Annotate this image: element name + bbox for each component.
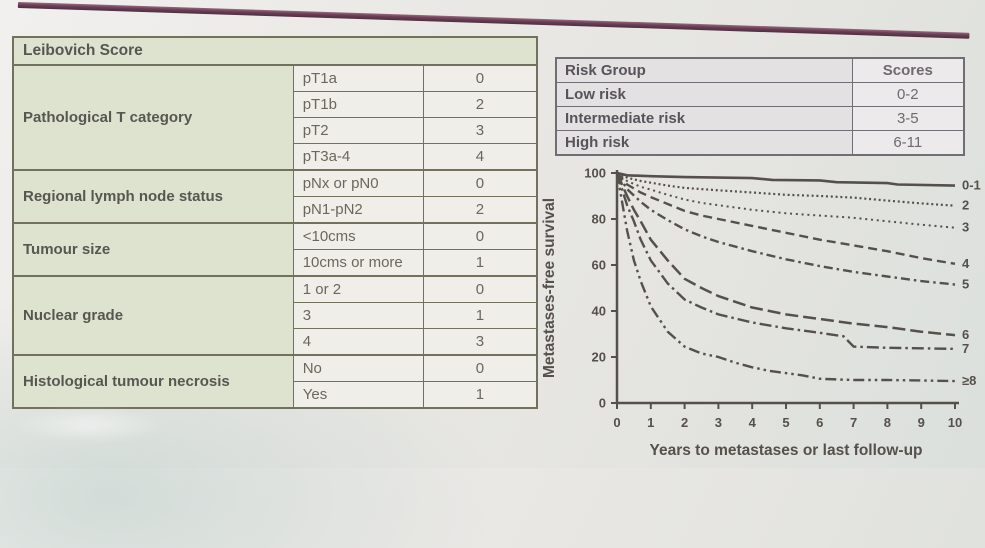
- x-tick-label: 2: [681, 415, 688, 430]
- value-cell: Yes: [292, 381, 424, 409]
- leibovich-header-row: Leibovich Score: [12, 36, 538, 66]
- risk-score-cell: 6-11: [851, 130, 965, 156]
- table-row: Intermediate risk 3-5: [555, 106, 965, 131]
- survival-curve-7: [615, 172, 956, 351]
- risk-label-cell: Intermediate risk: [555, 106, 853, 131]
- table-row: pT2 3: [13, 117, 538, 144]
- y-axis-title: Metastases-free survival: [541, 198, 558, 378]
- value-cell: pT1a: [292, 64, 424, 92]
- category-cell: Regional lymph node status: [12, 169, 294, 224]
- value-cell: No: [292, 354, 424, 382]
- risk-label-cell: High risk: [555, 130, 853, 156]
- curve-label-0-1: 0-1: [962, 178, 981, 193]
- value-cell: 1 or 2: [292, 275, 424, 303]
- y-tick-label: 80: [592, 212, 606, 227]
- table-row: pT3a-4 4: [13, 143, 538, 171]
- table-row: Pathological T category pT1a 0: [12, 64, 538, 171]
- table-row: Tumour size <10cms 0: [12, 222, 538, 277]
- risk-label-cell: Low risk: [555, 82, 853, 107]
- value-cell: pT3a-4: [292, 143, 424, 171]
- risk-header-row: Risk Group Scores: [555, 57, 965, 83]
- curve-label-5: 5: [962, 277, 969, 292]
- category-cell: Tumour size: [12, 222, 294, 277]
- x-tick-label: 9: [918, 415, 925, 430]
- score-cell: 0: [422, 169, 538, 197]
- value-cell: pNx or pN0: [292, 169, 424, 197]
- table-row: High risk 6-11: [555, 130, 965, 156]
- value-cell: pN1-pN2: [292, 196, 424, 224]
- score-cell: 3: [422, 117, 538, 144]
- x-tick-label: 10: [948, 415, 962, 430]
- risk-group-header: Risk Group: [555, 57, 853, 83]
- score-cell: 4: [422, 143, 538, 171]
- y-tick-label: 60: [592, 258, 606, 273]
- score-cell: 2: [422, 196, 538, 224]
- value-cell: 3: [292, 302, 424, 329]
- risk-score-cell: 0-2: [851, 82, 965, 107]
- curve-label-2: 2: [962, 198, 969, 213]
- score-cell: 3: [422, 328, 538, 356]
- projector-glare: [14, 408, 164, 442]
- x-axis-title: Years to metastases or last follow-up: [649, 442, 922, 459]
- table-row: pT1b 2: [13, 91, 538, 118]
- survival-curve-0-1: [616, 171, 956, 187]
- metastases-survival-chart: 0 20 40 60 80 100 0 1 2 3 4 5 6 7 8 9 10 Years to metasta…: [540, 163, 985, 467]
- curve-label-3: 3: [962, 220, 969, 235]
- leibovich-score-table: Leibovich Score Pathological T category pT…: [12, 36, 538, 409]
- y-tick-label: 100: [584, 166, 606, 181]
- value-cell: pT1b: [292, 91, 424, 118]
- table-row: Histological tumour necrosis No 0: [12, 354, 538, 409]
- x-tick-label: 3: [715, 415, 722, 430]
- score-cell: 1: [422, 381, 538, 409]
- category-cell: Nuclear grade: [12, 275, 294, 356]
- category-cell: Pathological T category: [12, 64, 294, 171]
- slide-accent-bar: [17, 2, 970, 39]
- x-tick-label: 1: [647, 415, 654, 430]
- x-tick-label: 4: [749, 415, 757, 430]
- y-tick-label: 0: [599, 396, 606, 411]
- score-cell: 0: [422, 64, 538, 92]
- y-tick-label: 40: [592, 304, 606, 319]
- score-cell: 1: [422, 302, 538, 329]
- value-cell: pT2: [292, 117, 424, 144]
- risk-score-cell: 3-5: [851, 106, 965, 131]
- x-tick-label: 8: [884, 415, 891, 430]
- table-row: 10cms or more 1: [13, 249, 538, 277]
- x-tick-label: 0: [613, 415, 620, 430]
- x-tick-label: 6: [816, 415, 823, 430]
- category-cell: Histological tumour necrosis: [12, 354, 294, 409]
- score-cell: 0: [422, 222, 538, 250]
- value-cell: 10cms or more: [292, 249, 424, 277]
- table-row: pN1-pN2 2: [13, 196, 538, 224]
- y-tick-label: 20: [592, 350, 606, 365]
- score-cell: 1: [422, 249, 538, 277]
- curve-label-6: 6: [962, 327, 969, 342]
- survival-curve-≥8: [615, 172, 956, 383]
- score-cell: 0: [422, 275, 538, 303]
- curve-label-≥8: ≥8: [962, 373, 976, 388]
- x-tick-label: 5: [782, 415, 789, 430]
- score-cell: 0: [422, 354, 538, 382]
- curve-label-7: 7: [962, 341, 969, 356]
- survival-curve-3: [616, 172, 956, 229]
- value-cell: 4: [292, 328, 424, 356]
- x-tick-label: 7: [850, 415, 857, 430]
- score-cell: 2: [422, 91, 538, 118]
- value-cell: <10cms: [292, 222, 424, 250]
- curve-label-4: 4: [962, 256, 970, 271]
- survival-curve-6: [615, 172, 956, 337]
- survival-curve-5: [615, 172, 956, 286]
- scores-header: Scores: [851, 57, 965, 83]
- table-row: Low risk 0-2: [555, 82, 965, 107]
- risk-group-table: Risk Group Scores Low risk 0-2 Intermediate …: [555, 57, 965, 156]
- survival-curve-4: [616, 172, 956, 265]
- leibovich-title: Leibovich Score: [12, 36, 538, 66]
- table-row: Yes 1: [13, 381, 538, 409]
- table-row: Regional lymph node status pNx or pN0 0: [12, 169, 538, 224]
